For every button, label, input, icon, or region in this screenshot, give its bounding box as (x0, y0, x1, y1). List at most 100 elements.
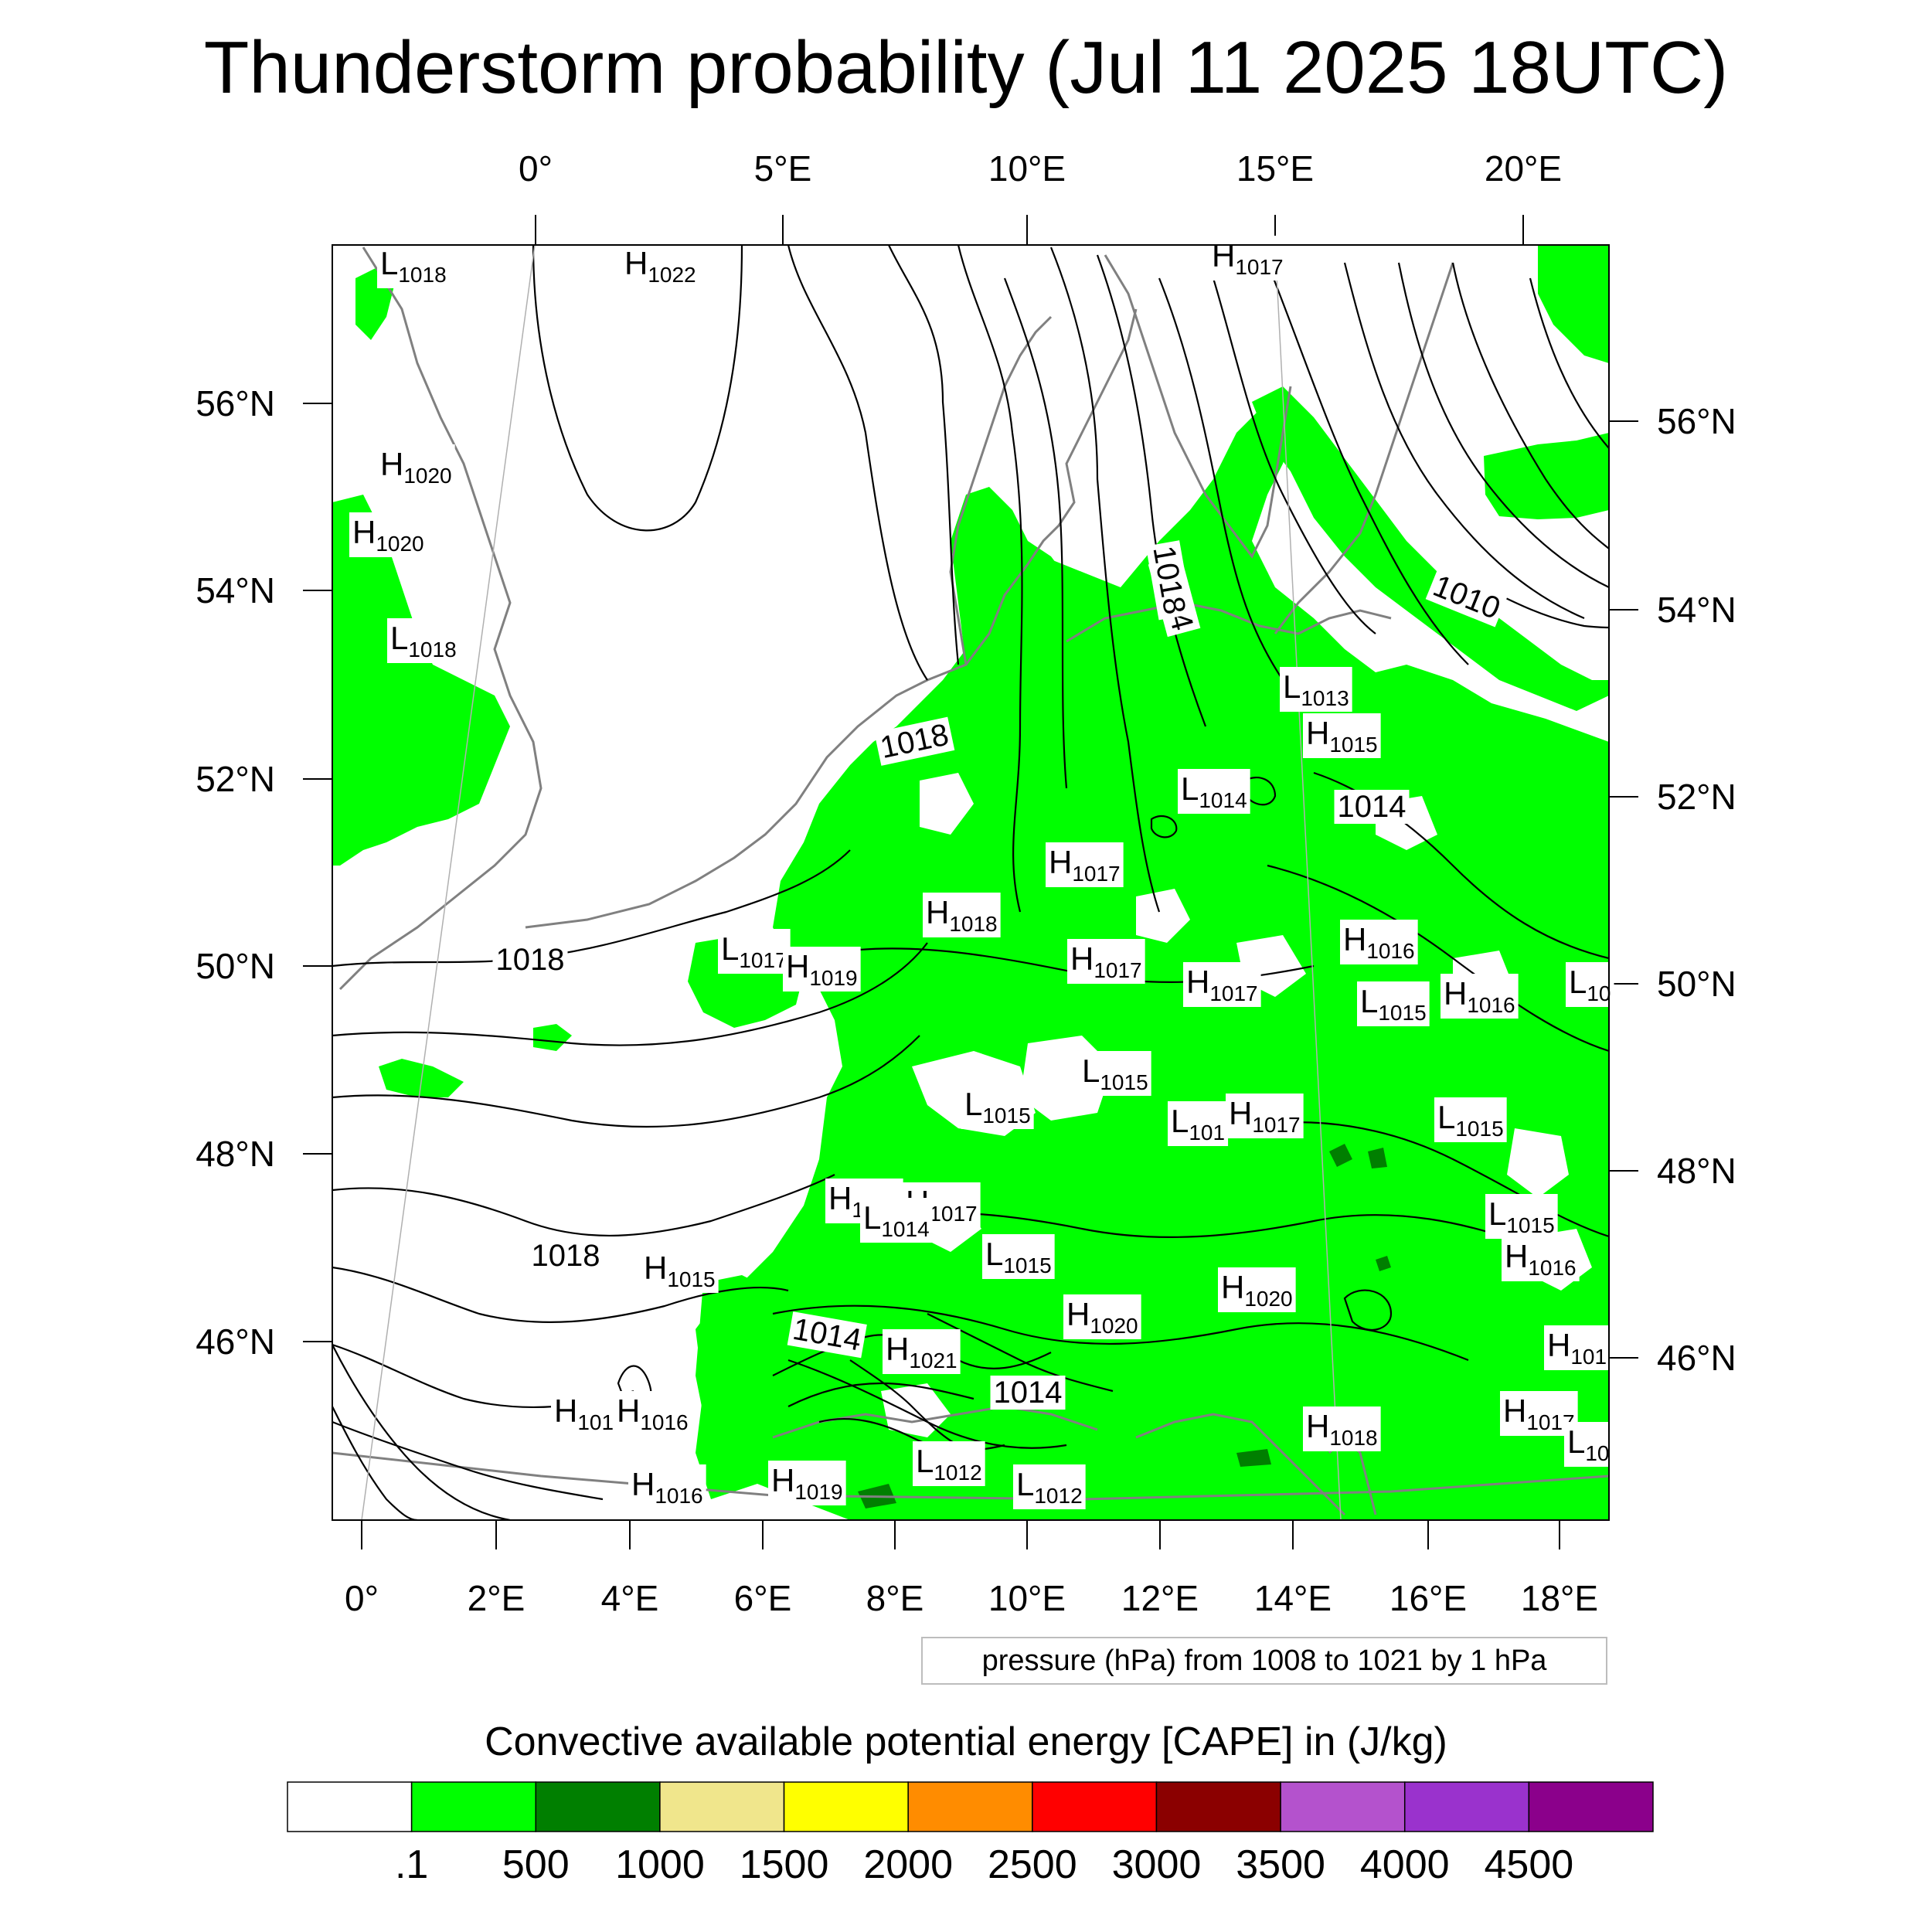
bottom-lon-2e: 2°E (467, 1578, 526, 1618)
isobar-label-box (528, 1239, 604, 1273)
colorbar-title: Convective available potential energy [C… (485, 1719, 1447, 1764)
pressure-marker-type: H (886, 1331, 909, 1367)
pressure-marker-15: H1016 (1343, 921, 1415, 963)
pressure-marker-43: L10 (1567, 1423, 1610, 1465)
pressure-marker-type: L (1360, 983, 1378, 1019)
isobar-1012-w (332, 1420, 604, 1501)
pressure-marker-33: H1021 (886, 1331, 957, 1372)
pressure-marker-type: L (1283, 668, 1301, 705)
colorbar-label-0: .1 (394, 1842, 429, 1887)
isobar-label-box (787, 1311, 867, 1359)
pressure-marker-value: 1017 (1252, 1113, 1300, 1137)
pressure-marker-box (768, 1461, 846, 1505)
pressure-marker-5: L1018 (390, 620, 457, 662)
pressure-marker-22: H1017 (1229, 1095, 1301, 1137)
pressure-marker-type: H (786, 948, 809, 985)
pressure-marker-value: 1018 (398, 263, 446, 287)
pressure-marker-value: 1021 (909, 1349, 957, 1372)
pressure-marker-value: 1022 (648, 263, 696, 287)
pressure-legend: pressure (hPa) from 1008 to 1021 by 1 hP… (921, 1637, 1607, 1685)
pressure-marker-41: H1017 (1503, 1393, 1575, 1434)
bottom-lon-4e: 4°E (600, 1578, 659, 1618)
cape-region-northeast (1484, 433, 1609, 519)
pressure-marker-box (1303, 713, 1381, 758)
pressure-marker-type: H (1049, 844, 1072, 880)
pressure-marker-value: 1018 (949, 912, 997, 936)
pressure-marker-value: 1017 (1209, 981, 1257, 1005)
isobar-label-box (1334, 790, 1410, 824)
isobar-label-box (492, 943, 568, 977)
pressure-marker-type: H (1306, 715, 1329, 751)
pressure-marker-6: L1013 (1283, 668, 1349, 710)
pressure-marker-1: H1022 (624, 245, 696, 287)
pressure-marker-box (1357, 981, 1430, 1026)
pressure-marker-value: 1015 (1455, 1117, 1503, 1141)
bottom-lon-14e: 14°E (1253, 1578, 1332, 1618)
right-lat-52n: 52°N (1657, 777, 1736, 817)
isobar-1016-w (332, 1035, 920, 1128)
colorbar-label-1: 500 (502, 1842, 570, 1887)
map-title: Thunderstorm probability (Jul 11 2025 18… (203, 26, 1729, 109)
left-lat-46n: 46°N (196, 1321, 275, 1362)
pressure-marker-13: H1017 (1070, 940, 1142, 982)
pressure-marker-box (1079, 1051, 1151, 1096)
pressure-marker-type: H (1212, 237, 1235, 274)
pressure-marker-box (783, 947, 861, 992)
pressure-marker-value: 1018 (1329, 1426, 1377, 1450)
pressure-marker-18: L10 (1569, 964, 1611, 1005)
pressure-marker-box (1209, 236, 1287, 281)
pressure-marker-17: H1016 (1444, 975, 1515, 1017)
pressure-marker-box (377, 444, 455, 489)
isobar-1016-n (1096, 254, 1207, 727)
pressure-marker-type: L (1181, 770, 1199, 807)
pressure-marker-box (1564, 1422, 1613, 1467)
pressure-marker-type: H (380, 446, 403, 482)
pressure-marker-box (1434, 1097, 1507, 1142)
isobar-1010-ne (1451, 262, 1609, 549)
pressure-marker-value: 1015 (1506, 1213, 1554, 1237)
pressure-marker-box (387, 618, 460, 663)
bottom-lon-10e: 10°E (988, 1578, 1066, 1618)
isobar-1020 (888, 245, 960, 665)
pressure-marker-box (1067, 939, 1145, 984)
pressure-marker-box (614, 1391, 692, 1436)
left-lat-52n: 52°N (196, 759, 275, 799)
pressure-marker-box (1485, 1194, 1558, 1239)
pressure-marker-21: L101 (1171, 1103, 1225, 1145)
pressure-marker-type: H (352, 514, 376, 550)
pressure-marker-type: H (828, 1180, 852, 1216)
pressure-marker-type: H (1547, 1327, 1570, 1363)
pressure-marker-type: H (1444, 975, 1467, 1012)
pressure-marker-31: H1020 (1221, 1269, 1293, 1311)
meridian-15e-line (1274, 244, 1342, 1521)
pressure-marker-type: H (617, 1393, 640, 1429)
cape-region-france-south (696, 1275, 781, 1430)
pressure-marker-type: L (964, 1086, 982, 1122)
pressure-marker-value: 1014 (1199, 788, 1247, 812)
isobar-1013-ne (1266, 262, 1469, 665)
isobar-sw-2 (332, 1344, 511, 1520)
isobar-label-4: 1014 (1338, 790, 1406, 824)
cape-high-5 (1376, 1256, 1391, 1271)
pressure-marker-box (1218, 1267, 1296, 1312)
colorbar-label-5: 2500 (987, 1842, 1077, 1887)
map-frame (332, 244, 1610, 1521)
left-lat-56n: 56°N (196, 383, 275, 423)
colorbar-label-4: 2000 (863, 1842, 954, 1887)
pressure-marker-16: L1015 (1360, 983, 1427, 1025)
top-lon-0: 0° (519, 148, 553, 189)
pressure-marker-value: 1014 (881, 1217, 929, 1241)
pressure-marker-type: L (390, 620, 408, 656)
pressure-marker-type: L (1437, 1099, 1455, 1135)
pressure-marker-value: 1016 (655, 1484, 702, 1508)
pressure-marker-box (1178, 769, 1250, 814)
pressure-marker-36: H1016 (631, 1466, 703, 1508)
pressure-marker-34: H101 (554, 1393, 614, 1434)
isobar-label-box (874, 716, 955, 766)
pressure-marker-23: L1015 (1437, 1099, 1504, 1141)
pressure-marker-20: L1015 (1082, 1053, 1148, 1094)
pressure-marker-type: L (1569, 964, 1587, 1000)
isobar-1015-e (1267, 864, 1609, 1053)
pressure-marker-42: H101 (1547, 1327, 1607, 1369)
